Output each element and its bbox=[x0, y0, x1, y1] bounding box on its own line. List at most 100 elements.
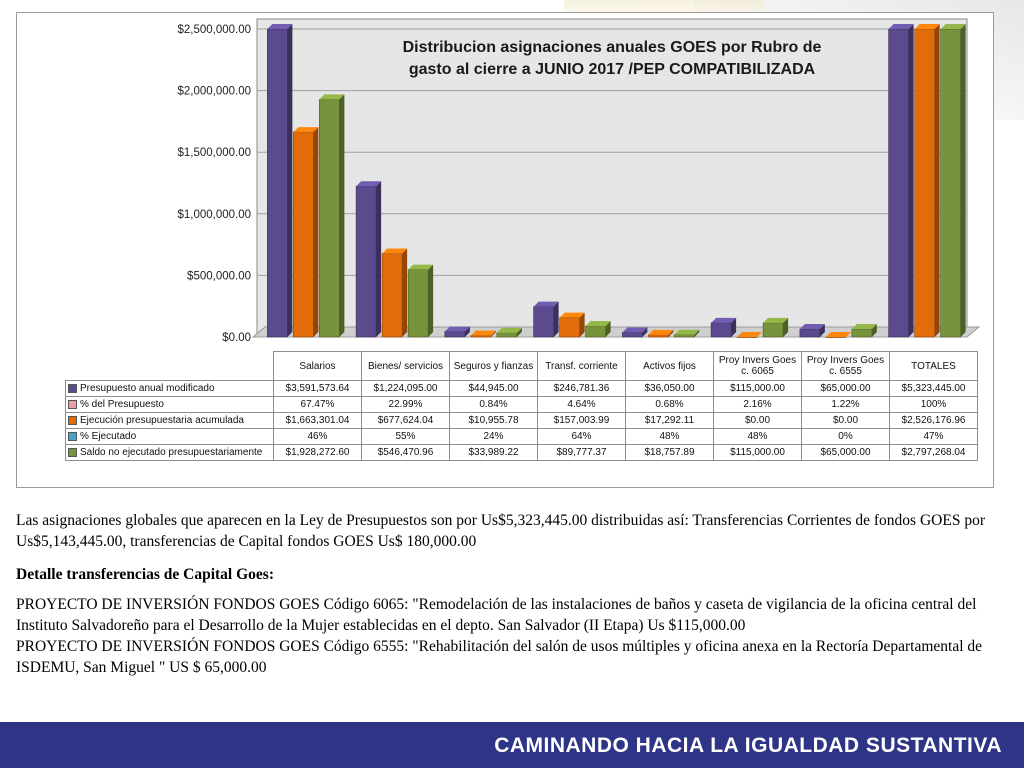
chart-title: Distribucion asignaciones anuales GOES p… bbox=[377, 37, 847, 81]
data-label: $1,663,301.04 bbox=[273, 412, 362, 429]
table-corner bbox=[66, 352, 274, 381]
table-row: Ejecución presupuestaria acumulada $1,663… bbox=[65, 412, 978, 429]
bar-chart: $0.00 $500,000.00 $1,000,000.00 $1,500,000.… bbox=[177, 18, 981, 344]
y-tick-label: $1,000,000.00 bbox=[177, 209, 251, 221]
legend-entry: Ejecución presupuestaria acumulada bbox=[65, 412, 274, 429]
bar bbox=[622, 332, 643, 338]
bar-top bbox=[444, 326, 470, 332]
bar bbox=[355, 185, 377, 338]
bar-top bbox=[674, 329, 700, 335]
legend-label: % del Presupuesto bbox=[80, 399, 164, 410]
legend-swatch bbox=[68, 399, 77, 409]
data-label: 1.22% bbox=[801, 396, 890, 413]
data-label: $0.00 bbox=[801, 412, 890, 429]
bar bbox=[825, 336, 847, 338]
data-label: 100% bbox=[889, 396, 978, 413]
bar bbox=[648, 334, 669, 338]
bar bbox=[799, 328, 821, 338]
data-label: 2.16% bbox=[713, 396, 802, 413]
description-text: Las asignaciones globales que aparecen e… bbox=[16, 510, 1016, 678]
bar bbox=[444, 331, 466, 338]
table-row: Saldo no ejecutado presupuestariamente $1… bbox=[65, 444, 978, 461]
chart-title-line-1: Distribucion asignaciones anuales GOES p… bbox=[402, 39, 822, 56]
bar-side bbox=[908, 24, 914, 337]
bar-top bbox=[825, 332, 851, 337]
data-label: $2,797,268.04 bbox=[889, 444, 978, 461]
bar-side bbox=[464, 326, 470, 337]
bar bbox=[267, 28, 288, 338]
data-label: 0.84% bbox=[449, 396, 538, 413]
legend-label: % Ejecutado bbox=[80, 431, 137, 442]
chart-frame: $0.00 $500,000.00 $1,000,000.00 $1,500,000.… bbox=[16, 12, 994, 488]
data-label: $65,000.00 bbox=[801, 380, 890, 397]
bar-top bbox=[496, 327, 522, 333]
data-label: $677,624.04 bbox=[361, 412, 450, 429]
legend-swatch bbox=[68, 383, 77, 393]
bar bbox=[407, 269, 429, 338]
section-subtitle: Detalle transferencias de Capital Goes: bbox=[16, 566, 274, 583]
bar bbox=[851, 328, 873, 338]
bar-top bbox=[267, 24, 293, 29]
data-label: 0.68% bbox=[625, 396, 714, 413]
y-tick-label: $500,000.00 bbox=[187, 270, 251, 282]
chart-title-line-2: gasto al cierre a JUNIO 2017 /PEP COMPAT… bbox=[408, 61, 816, 78]
bar-side bbox=[783, 317, 789, 337]
x-category-label: Salarios bbox=[273, 351, 362, 381]
legend-swatch bbox=[68, 447, 77, 457]
data-label: 0% bbox=[801, 428, 890, 445]
data-label: $33,989.22 bbox=[449, 444, 538, 461]
legend-entry: % Ejecutado bbox=[65, 428, 274, 445]
bar bbox=[736, 336, 758, 338]
bar-top bbox=[622, 327, 648, 333]
bar-top bbox=[408, 264, 434, 270]
legend-label: Presupuesto anual modificado bbox=[80, 383, 215, 394]
x-category-label: Proy Invers Goes c. 6065 bbox=[713, 351, 802, 381]
legend-swatch bbox=[68, 415, 77, 425]
data-label: $0.00 bbox=[713, 412, 802, 429]
data-label: 67.47% bbox=[273, 396, 362, 413]
data-label: $115,000.00 bbox=[713, 380, 802, 397]
legend-label: Ejecución presupuestaria acumulada bbox=[80, 415, 244, 426]
x-category-label: Seguros y fianzas bbox=[449, 351, 538, 381]
x-category-label: Transf. corriente bbox=[537, 351, 626, 381]
bar-side bbox=[871, 323, 877, 337]
data-label: $1,224,095.00 bbox=[361, 380, 450, 397]
bar-top bbox=[914, 24, 940, 29]
bar bbox=[674, 334, 695, 338]
bar-top bbox=[559, 312, 585, 318]
bar bbox=[888, 28, 909, 338]
bar-side bbox=[605, 320, 611, 337]
table-header-row: Salarios Bienes/ servicios Seguros y fianz… bbox=[66, 351, 978, 381]
bar-side bbox=[731, 317, 737, 337]
footer-band: CAMINANDO HACIA LA IGUALDAD SUSTANTIVA bbox=[0, 722, 1024, 768]
bar-top bbox=[470, 330, 496, 336]
bar-top bbox=[356, 181, 382, 187]
bar bbox=[585, 325, 606, 338]
bar bbox=[533, 306, 554, 338]
table-row: % del Presupuesto 67.47% 22.99% 0.84% 4.64% 0… bbox=[65, 396, 978, 413]
footer-slogan: CAMINANDO HACIA LA IGUALDAD SUSTANTIVA bbox=[494, 734, 1002, 757]
bar-top bbox=[648, 329, 674, 335]
bar-side bbox=[376, 181, 382, 337]
data-label: $2,526,176.96 bbox=[889, 412, 978, 429]
legend-label: Saldo no ejecutado presupuestariamente bbox=[80, 447, 263, 458]
x-category-label: Proy Invers Goes c. 6555 bbox=[801, 351, 890, 381]
bar-side bbox=[516, 327, 522, 337]
y-tick-label: $1,500,000.00 bbox=[177, 147, 251, 159]
bar-side bbox=[490, 330, 496, 337]
paragraph-project-6555: PROYECTO DE INVERSIÓN FONDOS GOES Código… bbox=[16, 638, 983, 676]
legend-swatch bbox=[68, 431, 77, 441]
bar-top bbox=[737, 332, 763, 337]
data-label: 48% bbox=[625, 428, 714, 445]
data-label: $3,591,573.64 bbox=[273, 380, 362, 397]
x-category-label: Bienes/ servicios bbox=[361, 351, 450, 381]
y-tick-label: $0.00 bbox=[222, 332, 251, 344]
table-row: Presupuesto anual modificado $3,591,573.6… bbox=[65, 380, 978, 397]
data-label: $1,928,272.60 bbox=[273, 444, 362, 461]
bar bbox=[559, 317, 580, 338]
bar bbox=[710, 322, 732, 338]
data-label: $546,470.96 bbox=[361, 444, 450, 461]
data-label: 47% bbox=[889, 428, 978, 445]
data-label: 4.64% bbox=[537, 396, 626, 413]
bar bbox=[381, 253, 403, 338]
